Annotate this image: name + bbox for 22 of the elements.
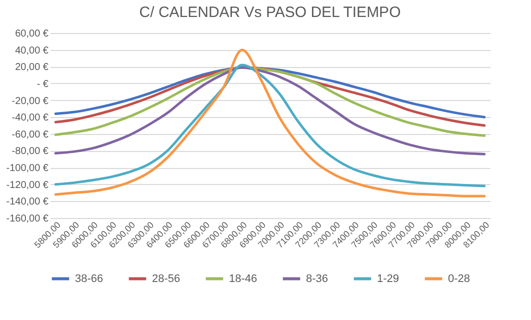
y-tick-label: -80,00 € xyxy=(12,146,49,158)
line-series xyxy=(54,48,486,198)
y-tick-label: -140,00 € xyxy=(6,196,49,208)
legend-label: 28-56 xyxy=(152,272,180,285)
chart-title: C/ CALENDAR Vs PASO DEL TIEMPO xyxy=(139,4,401,21)
legend-label: 0-28 xyxy=(448,272,470,285)
line-series xyxy=(54,66,486,156)
legend-label: 8-36 xyxy=(306,272,328,285)
legend-label: 18-46 xyxy=(229,272,258,285)
y-tick-label: - € xyxy=(36,78,49,90)
y-tick-label: -100,00 € xyxy=(6,163,49,174)
y-tick-label: -160,00 € xyxy=(6,214,49,224)
y-tick-label: -60,00 € xyxy=(12,129,49,140)
y-tick-label: 60,00 € xyxy=(15,28,49,40)
y-tick-label: -20,00 € xyxy=(12,96,49,107)
legend-label: 38-66 xyxy=(75,272,104,285)
y-tick-label: -120,00 € xyxy=(6,180,49,191)
y-tick-label: -40,00 € xyxy=(12,112,49,124)
line-series xyxy=(54,64,486,188)
y-tick-label: 20,00 € xyxy=(15,62,49,74)
legend-label: 1-29 xyxy=(377,272,400,285)
y-tick-label: 40,00 € xyxy=(15,45,49,56)
